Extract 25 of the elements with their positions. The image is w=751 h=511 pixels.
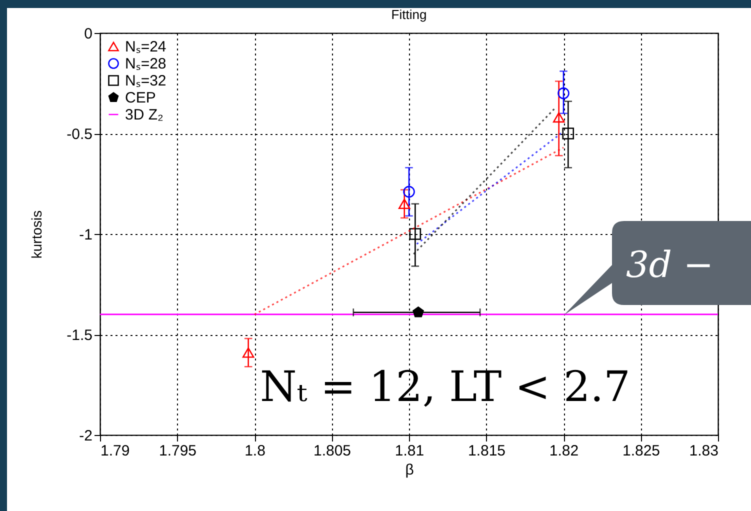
legend-label: Nₛ=32 (125, 72, 166, 90)
legend-label: Nₛ=24 (125, 38, 166, 56)
speech-bubble: 3d − (564, 220, 751, 317)
annotation: Nₜ = 12, LT < 2.7 (260, 362, 630, 411)
x-tick-label: 1.83 (689, 442, 718, 460)
x-tick-label: 1.815 (468, 442, 506, 460)
legend-label: Nₛ=28 (125, 56, 166, 72)
y-tick-label: -0.5 (66, 126, 92, 143)
x-tick-label: 1.81 (394, 442, 424, 460)
x-tick-label: 1.8 (244, 442, 266, 460)
chart-title: Fitting (391, 7, 427, 22)
x-tick-label: 1.795 (158, 442, 197, 460)
y-tick-label: 0 (84, 26, 92, 42)
y-tick-label: -1 (79, 226, 92, 244)
y-tick-label: -2 (79, 428, 92, 444)
annotation: 3d − (626, 244, 714, 286)
x-tick-label: 1.79 (100, 442, 130, 460)
x-axis-title: β (405, 462, 414, 478)
legend-label: 3D Z₂ (125, 106, 164, 124)
x-tick-label: 1.805 (313, 442, 352, 460)
y-axis-title: kurtosis (28, 210, 45, 259)
legend-label: CEP (125, 90, 156, 106)
y-tick-label: -1.5 (66, 327, 92, 344)
x-tick-label: 1.82 (549, 442, 579, 460)
x-tick-label: 1.825 (622, 442, 660, 460)
